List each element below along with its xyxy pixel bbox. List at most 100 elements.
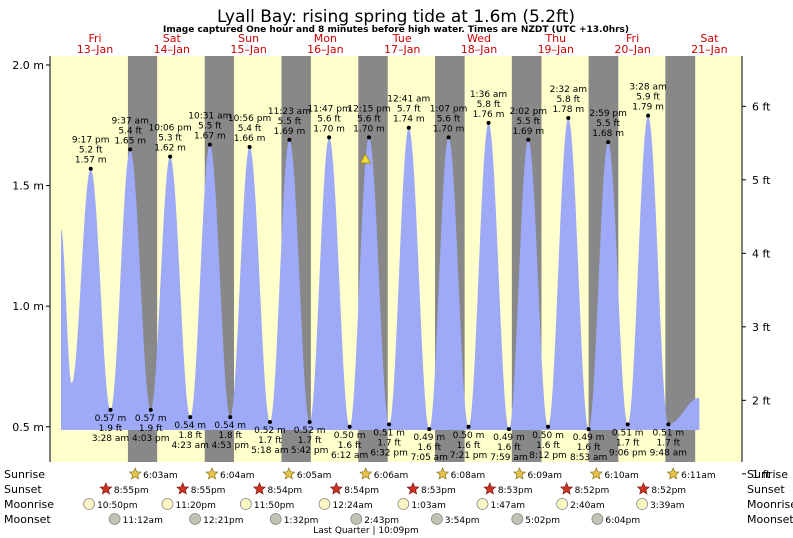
moonrise-time: 1:03am [411, 501, 446, 511]
astro-row-label-right: Moonset [747, 513, 793, 526]
astro-row-label-left: Sunrise [4, 468, 45, 481]
low-tide-point [546, 424, 551, 429]
high-tide-label: 1.69 m [274, 127, 306, 137]
day-date-label: 19–Jan [538, 43, 574, 56]
sunset-icon [329, 482, 343, 495]
high-tide-label: 1.70 m [433, 124, 465, 134]
low-tide-label: 7:59 am [490, 453, 527, 463]
low-tide-label: 1.6 ft [497, 443, 521, 453]
day-date-label: 16–Jan [307, 43, 343, 56]
day-name-label: Sun [238, 32, 259, 45]
y-tick-label-ft: 1 ft [752, 468, 771, 481]
moonrise-icon [636, 498, 648, 510]
high-tide-label: 2:32 am [550, 85, 587, 95]
low-tide-label: 0.49 m [493, 433, 525, 443]
low-tide-point [148, 407, 153, 412]
y-tick-label-ft: 2 ft [752, 394, 771, 407]
day-name-label: Mon [314, 32, 337, 45]
low-tide-label: 0.50 m [532, 431, 564, 441]
high-tide-label: 11:23 am [268, 107, 311, 117]
high-tide-label: 5.5 ft [198, 122, 222, 132]
high-tide-label: 5.4 ft [118, 126, 142, 136]
low-tide-point [666, 422, 671, 427]
high-tide-label: 10:56 pm [228, 114, 271, 124]
low-tide-label: 0.57 m [135, 414, 167, 424]
low-tide-point [586, 427, 591, 432]
high-tide-point [406, 125, 411, 130]
high-tide-label: 2:59 pm [589, 109, 627, 119]
moonrise-icon [161, 498, 174, 510]
low-tide-label: 1.7 ft [616, 438, 640, 448]
day-date-label: 18–Jan [461, 43, 497, 56]
low-tide-label: 5:42 pm [291, 446, 329, 456]
moonrise-icon [556, 498, 569, 510]
high-tide-label: 1.76 m [473, 110, 505, 120]
moonrise-time: 3:39am [650, 501, 685, 511]
sunset-icon [560, 482, 574, 495]
high-tide-label: 5.9 ft [636, 93, 660, 103]
sunrise-time: 6:04am [220, 471, 255, 481]
low-tide-label: 7:21 pm [450, 451, 488, 461]
day-name-label: Tue [392, 32, 412, 45]
high-tide-label: 1.79 m [632, 103, 664, 113]
low-tide-label: 4:23 am [172, 441, 209, 451]
high-tide-point [486, 120, 491, 125]
low-tide-point [188, 415, 193, 420]
moonset-time: 1:32pm [284, 516, 319, 526]
moonrise-time: 11:50pm [254, 501, 294, 511]
astro-row-label-left: Sunset [4, 483, 42, 496]
high-tide-label: 5.6 ft [437, 114, 461, 124]
astro-row-label-right: Sunset [747, 483, 785, 496]
astro-row-label-right: Moonrise [747, 498, 793, 511]
low-tide-point [466, 424, 471, 429]
high-tide-label: 1.66 m [234, 134, 266, 144]
high-tide-label: 5.5 ft [516, 117, 540, 127]
low-tide-label: 0.50 m [334, 431, 366, 441]
moonrise-icon [83, 498, 95, 510]
sunset-time: 8:52pm [651, 486, 686, 496]
low-tide-label: 0.49 m [573, 433, 605, 443]
high-tide-label: 12:15 pm [347, 104, 390, 114]
day-date-label: 21–Jan [691, 43, 727, 56]
low-tide-point [307, 419, 312, 424]
high-tide-label: 9:37 am [111, 116, 148, 126]
high-tide-point [446, 135, 451, 140]
moonrise-time: 1:47am [491, 501, 526, 511]
high-tide-label: 5.7 ft [397, 105, 421, 115]
sunset-time: 8:53pm [498, 486, 533, 496]
low-tide-label: 1.9 ft [139, 424, 163, 434]
moonset-time: 3:54pm [445, 516, 480, 526]
low-tide-label: 7:05 am [411, 453, 448, 463]
sunset-icon [636, 482, 650, 495]
sunset-icon [252, 482, 267, 495]
sunrise-icon [589, 467, 603, 480]
high-tide-label: 5.2 ft [79, 146, 103, 156]
y-tick-label-ft: 5 ft [752, 174, 771, 187]
high-tide-label: 12:41 am [387, 95, 430, 105]
low-tide-point [625, 422, 630, 427]
sunset-time: 8:53pm [421, 486, 456, 496]
sunrise-icon [282, 467, 296, 480]
sunset-icon [99, 482, 113, 495]
sunset-time: 8:55pm [191, 486, 226, 496]
high-tide-label: 1.70 m [313, 124, 345, 134]
astro-table: Sunrise Sunrise Sunset Sunset Moonrise Moonri… [4, 467, 793, 536]
sunrise-icon [512, 467, 527, 480]
sunset-time: 8:52pm [575, 486, 610, 496]
sunrise-time: 6:06am [374, 471, 409, 481]
moonset-time: 6:04pm [605, 516, 640, 526]
low-tide-label: 1.7 ft [298, 436, 322, 446]
day-name-label: Sat [700, 32, 719, 45]
high-tide-label: 5.6 ft [317, 114, 341, 124]
high-tide-label: 1:36 am [470, 90, 507, 100]
sunset-time: 8:55pm [114, 486, 149, 496]
high-tide-point [646, 113, 651, 118]
high-tide-label: 1.65 m [114, 136, 146, 146]
low-tide-point [387, 422, 392, 427]
moonset-time: 2:43pm [364, 516, 399, 526]
y-tick-label-m: 1.0 m [12, 300, 44, 313]
sunrise-icon [666, 467, 680, 480]
tide-area [61, 115, 700, 430]
low-tide-label: 1.6 ft [577, 443, 601, 453]
high-tide-point [287, 137, 292, 142]
